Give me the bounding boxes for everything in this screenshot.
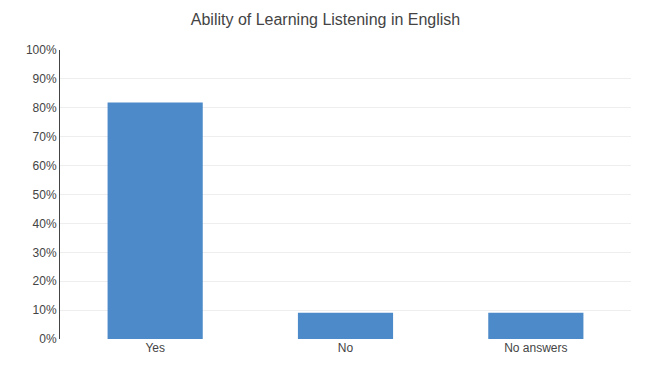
svg-text:60%: 60% <box>33 159 57 173</box>
svg-text:90%: 90% <box>33 72 57 86</box>
svg-text:Ability of Learning Listening: Ability of Learning Listening in English <box>191 11 461 28</box>
svg-text:80%: 80% <box>33 101 57 115</box>
svg-text:0%: 0% <box>39 332 57 346</box>
svg-text:100%: 100% <box>26 43 57 57</box>
svg-text:20%: 20% <box>33 274 57 288</box>
svg-text:No: No <box>338 341 354 355</box>
svg-text:Yes: Yes <box>145 341 165 355</box>
svg-text:10%: 10% <box>33 303 57 317</box>
svg-text:50%: 50% <box>33 188 57 202</box>
svg-text:No answers: No answers <box>504 341 567 355</box>
svg-text:30%: 30% <box>33 246 57 260</box>
svg-text:40%: 40% <box>33 217 57 231</box>
svg-text:70%: 70% <box>33 130 57 144</box>
